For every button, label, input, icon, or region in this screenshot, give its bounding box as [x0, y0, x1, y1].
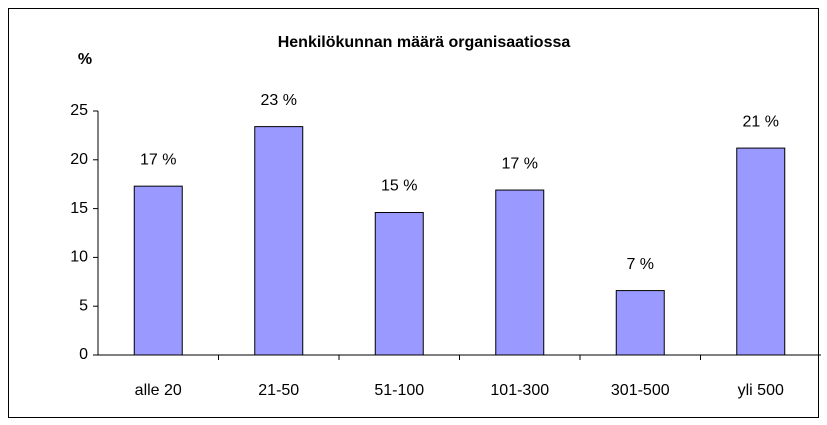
y-tick-label: 20	[70, 151, 88, 168]
chart-title: Henkilökunnan määrä organisaatiossa	[278, 34, 571, 51]
value-label: 23 %	[261, 92, 297, 109]
value-label: 21 %	[743, 113, 779, 130]
y-tick-label: 0	[79, 346, 88, 363]
value-label: 7 %	[626, 256, 654, 273]
x-tick-label: 51-100	[374, 382, 424, 399]
bar	[615, 290, 665, 356]
y-tick-label: 10	[70, 249, 88, 266]
x-tick-label: 101-300	[490, 382, 549, 399]
bar	[374, 212, 424, 356]
x-tick-label: yli 500	[738, 382, 784, 399]
bar	[133, 185, 183, 356]
y-tick-label: 5	[79, 297, 88, 314]
bar	[495, 189, 545, 356]
y-tick-label: 25	[70, 102, 88, 119]
value-label: 15 %	[381, 178, 417, 195]
y-tick-label: 15	[70, 200, 88, 217]
value-label: 17 %	[502, 155, 538, 172]
x-tick-label: 21-50	[258, 382, 299, 399]
x-tick-label: alle 20	[135, 382, 182, 399]
value-label: 17 %	[140, 151, 176, 168]
y-axis-label: %	[78, 51, 92, 68]
bar	[254, 126, 304, 356]
bar	[736, 147, 786, 356]
x-tick-label: 301-500	[611, 382, 670, 399]
